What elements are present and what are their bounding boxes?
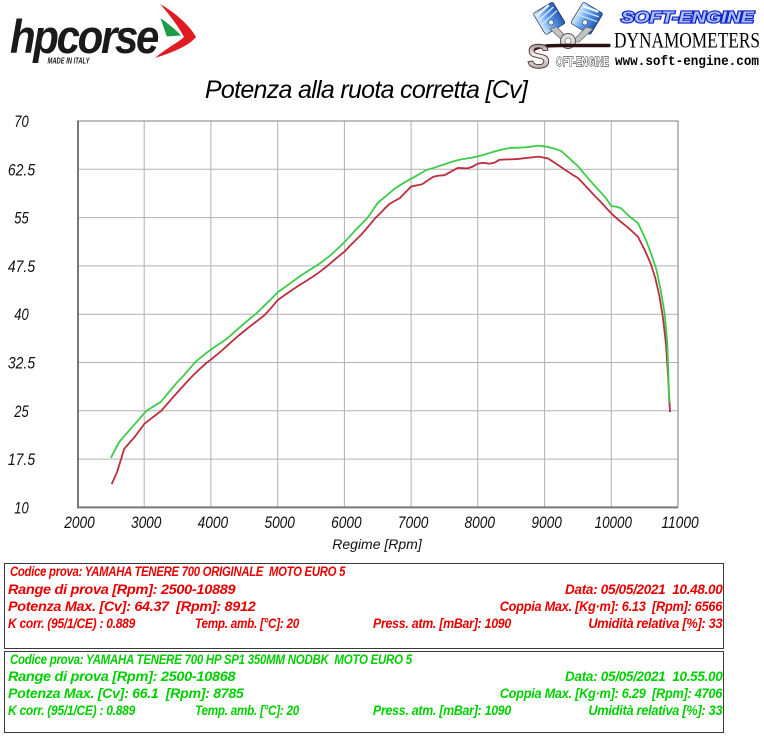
svg-text:www.soft-engine.com: www.soft-engine.com — [615, 54, 759, 70]
svg-text:6000: 6000 — [331, 513, 362, 532]
svg-text:9000: 9000 — [531, 513, 562, 532]
svg-text:70: 70 — [14, 112, 29, 131]
svg-text:3000: 3000 — [131, 513, 162, 532]
svg-text:55: 55 — [14, 209, 29, 228]
svg-text:10000: 10000 — [595, 513, 633, 532]
svg-text:2000: 2000 — [63, 513, 95, 532]
svg-text:10: 10 — [14, 498, 29, 517]
svg-text:25: 25 — [14, 402, 30, 421]
svg-text:Regime [Rpm]: Regime [Rpm] — [332, 536, 423, 552]
svg-text:11000: 11000 — [661, 513, 699, 532]
svg-text:17.5: 17.5 — [8, 450, 36, 469]
svg-text:7000: 7000 — [398, 513, 429, 532]
svg-text:32.5: 32.5 — [8, 354, 36, 373]
svg-text:OFT-ENGINE: OFT-ENGINE — [556, 54, 609, 69]
svg-text:62.5: 62.5 — [8, 160, 36, 179]
svg-text:SOFT-ENGINE: SOFT-ENGINE — [621, 10, 756, 27]
svg-text:47.5: 47.5 — [8, 257, 36, 276]
svg-text:8000: 8000 — [465, 513, 496, 532]
svg-text:MADE IN ITALY: MADE IN ITALY — [48, 57, 90, 66]
svg-text:S: S — [527, 38, 550, 76]
svg-text:5000: 5000 — [264, 513, 295, 532]
svg-text:40: 40 — [14, 305, 29, 324]
svg-text:hpcorse: hpcorse — [10, 10, 158, 63]
svg-text:DYNAMOMETERS: DYNAMOMETERS — [614, 27, 760, 52]
svg-text:Potenza alla ruota corretta [C: Potenza alla ruota corretta [Cv] — [205, 76, 529, 104]
svg-text:4000: 4000 — [198, 513, 229, 532]
